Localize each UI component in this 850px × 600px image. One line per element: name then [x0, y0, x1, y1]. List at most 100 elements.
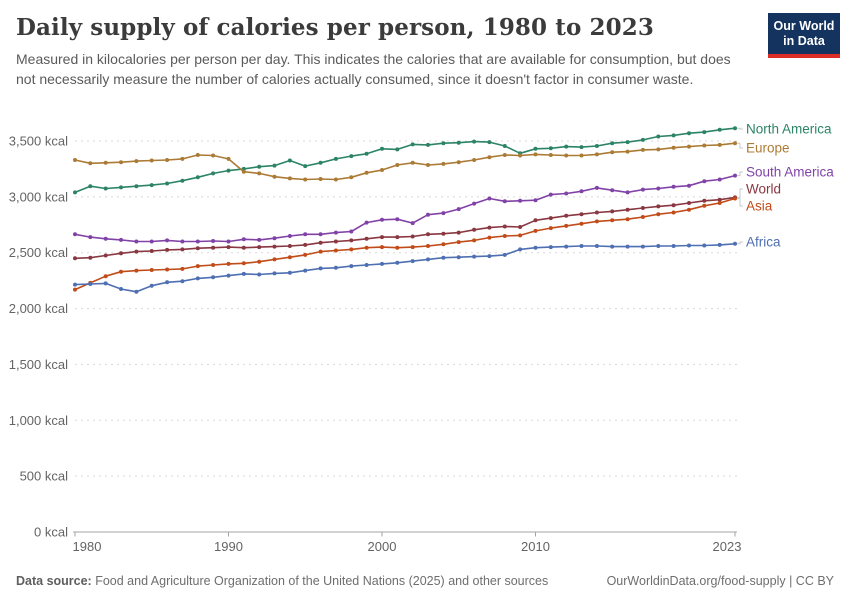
- series-dot-south-america[interactable]: [579, 189, 584, 194]
- series-dot-north-america[interactable]: [103, 186, 108, 191]
- series-dot-world[interactable]: [211, 245, 216, 250]
- series-dot-europe[interactable]: [165, 158, 170, 162]
- legend-label-south-america[interactable]: South America: [746, 165, 834, 180]
- series-dot-north-america[interactable]: [594, 144, 599, 148]
- series-dot-europe[interactable]: [195, 153, 200, 157]
- series-dot-south-america[interactable]: [73, 232, 77, 237]
- series-dot-world[interactable]: [579, 212, 584, 217]
- series-dot-world[interactable]: [287, 244, 292, 248]
- series-dot-south-america[interactable]: [88, 235, 93, 240]
- series-dot-asia[interactable]: [211, 263, 216, 267]
- series-dot-asia[interactable]: [656, 212, 661, 217]
- series-dot-europe[interactable]: [441, 161, 446, 166]
- series-dot-africa[interactable]: [226, 273, 231, 278]
- series-dot-europe[interactable]: [456, 160, 461, 165]
- series-dot-world[interactable]: [548, 216, 553, 221]
- series-dot-europe[interactable]: [610, 150, 615, 155]
- series-dot-north-america[interactable]: [272, 163, 277, 168]
- owid-logo[interactable]: Our World in Data: [768, 13, 840, 58]
- series-dot-africa[interactable]: [564, 244, 569, 249]
- series-dot-world[interactable]: [226, 245, 231, 250]
- series-dot-africa[interactable]: [149, 283, 154, 288]
- series-dot-asia[interactable]: [395, 245, 400, 250]
- series-dot-world[interactable]: [103, 253, 108, 258]
- series-dot-africa[interactable]: [456, 255, 461, 260]
- series-dot-europe[interactable]: [226, 156, 231, 161]
- series-dot-south-america[interactable]: [717, 177, 722, 182]
- series-dot-africa[interactable]: [134, 289, 139, 294]
- legend-label-asia[interactable]: Asia: [746, 199, 773, 214]
- series-dot-asia[interactable]: [472, 238, 477, 243]
- series-dot-africa[interactable]: [426, 257, 430, 262]
- series-dot-south-america[interactable]: [533, 198, 538, 203]
- series-dot-south-america[interactable]: [441, 211, 446, 216]
- series-dot-world[interactable]: [610, 209, 615, 214]
- series-dot-world[interactable]: [134, 249, 139, 254]
- series-dot-africa[interactable]: [733, 241, 737, 246]
- series-dot-north-america[interactable]: [472, 139, 477, 144]
- series-dot-south-america[interactable]: [548, 192, 553, 197]
- series-dot-south-america[interactable]: [149, 239, 154, 244]
- series-dot-asia[interactable]: [687, 207, 691, 212]
- series-dot-world[interactable]: [180, 247, 185, 252]
- series-dot-south-america[interactable]: [226, 239, 231, 244]
- series-dot-europe[interactable]: [333, 177, 338, 182]
- series-dot-africa[interactable]: [103, 281, 108, 286]
- series-dot-north-america[interactable]: [733, 126, 737, 131]
- series-dot-europe[interactable]: [717, 142, 722, 147]
- series-dot-south-america[interactable]: [211, 239, 216, 243]
- series-dot-africa[interactable]: [487, 254, 492, 259]
- series-dot-north-america[interactable]: [533, 146, 538, 151]
- series-dot-asia[interactable]: [119, 269, 123, 274]
- series-dot-africa[interactable]: [410, 259, 415, 264]
- series-dot-south-america[interactable]: [610, 188, 615, 193]
- series-dot-north-america[interactable]: [487, 140, 492, 145]
- series-dot-south-america[interactable]: [426, 212, 430, 217]
- series-dot-south-america[interactable]: [134, 239, 139, 244]
- series-dot-europe[interactable]: [119, 160, 123, 165]
- series-dot-asia[interactable]: [241, 261, 246, 266]
- series-dot-europe[interactable]: [349, 175, 354, 180]
- series-dot-europe[interactable]: [656, 147, 661, 152]
- series-dot-asia[interactable]: [441, 242, 446, 247]
- series-line-africa[interactable]: [74, 243, 736, 293]
- series-dot-south-america[interactable]: [395, 217, 400, 222]
- series-dot-asia[interactable]: [226, 261, 231, 266]
- series-dot-europe[interactable]: [671, 145, 676, 150]
- series-dot-asia[interactable]: [533, 228, 538, 233]
- series-dot-europe[interactable]: [426, 163, 430, 167]
- series-dot-europe[interactable]: [380, 168, 384, 172]
- series-dot-africa[interactable]: [533, 245, 538, 250]
- series-dot-europe[interactable]: [472, 158, 477, 162]
- series-dot-south-america[interactable]: [180, 239, 185, 244]
- series-dot-south-america[interactable]: [287, 234, 292, 238]
- series-dot-world[interactable]: [303, 242, 308, 247]
- series-dot-north-america[interactable]: [671, 133, 676, 138]
- series-dot-africa[interactable]: [272, 271, 277, 276]
- series-dot-europe[interactable]: [103, 160, 108, 165]
- series-dot-asia[interactable]: [610, 218, 615, 223]
- series-dot-south-america[interactable]: [656, 186, 661, 191]
- series-dot-asia[interactable]: [717, 201, 722, 205]
- series-dot-europe[interactable]: [579, 153, 584, 158]
- series-dot-north-america[interactable]: [119, 185, 123, 190]
- series-line-asia[interactable]: [74, 197, 736, 291]
- series-dot-europe[interactable]: [287, 176, 292, 181]
- series-dot-south-america[interactable]: [687, 183, 691, 188]
- series-dot-africa[interactable]: [579, 244, 584, 248]
- series-dot-world[interactable]: [380, 235, 384, 240]
- series-dot-north-america[interactable]: [426, 142, 430, 147]
- series-dot-south-america[interactable]: [303, 232, 308, 237]
- series-dot-south-america[interactable]: [625, 190, 630, 195]
- series-dot-north-america[interactable]: [410, 142, 415, 147]
- series-dot-north-america[interactable]: [349, 154, 354, 159]
- series-dot-south-america[interactable]: [640, 187, 645, 192]
- series-dot-south-america[interactable]: [241, 237, 246, 242]
- legend-label-europe[interactable]: Europe: [746, 141, 790, 156]
- series-dot-world[interactable]: [119, 251, 123, 256]
- series-dot-europe[interactable]: [180, 156, 185, 161]
- series-dot-europe[interactable]: [241, 169, 246, 174]
- series-dot-africa[interactable]: [119, 287, 123, 291]
- series-dot-south-america[interactable]: [456, 207, 461, 212]
- series-dot-north-america[interactable]: [318, 160, 323, 165]
